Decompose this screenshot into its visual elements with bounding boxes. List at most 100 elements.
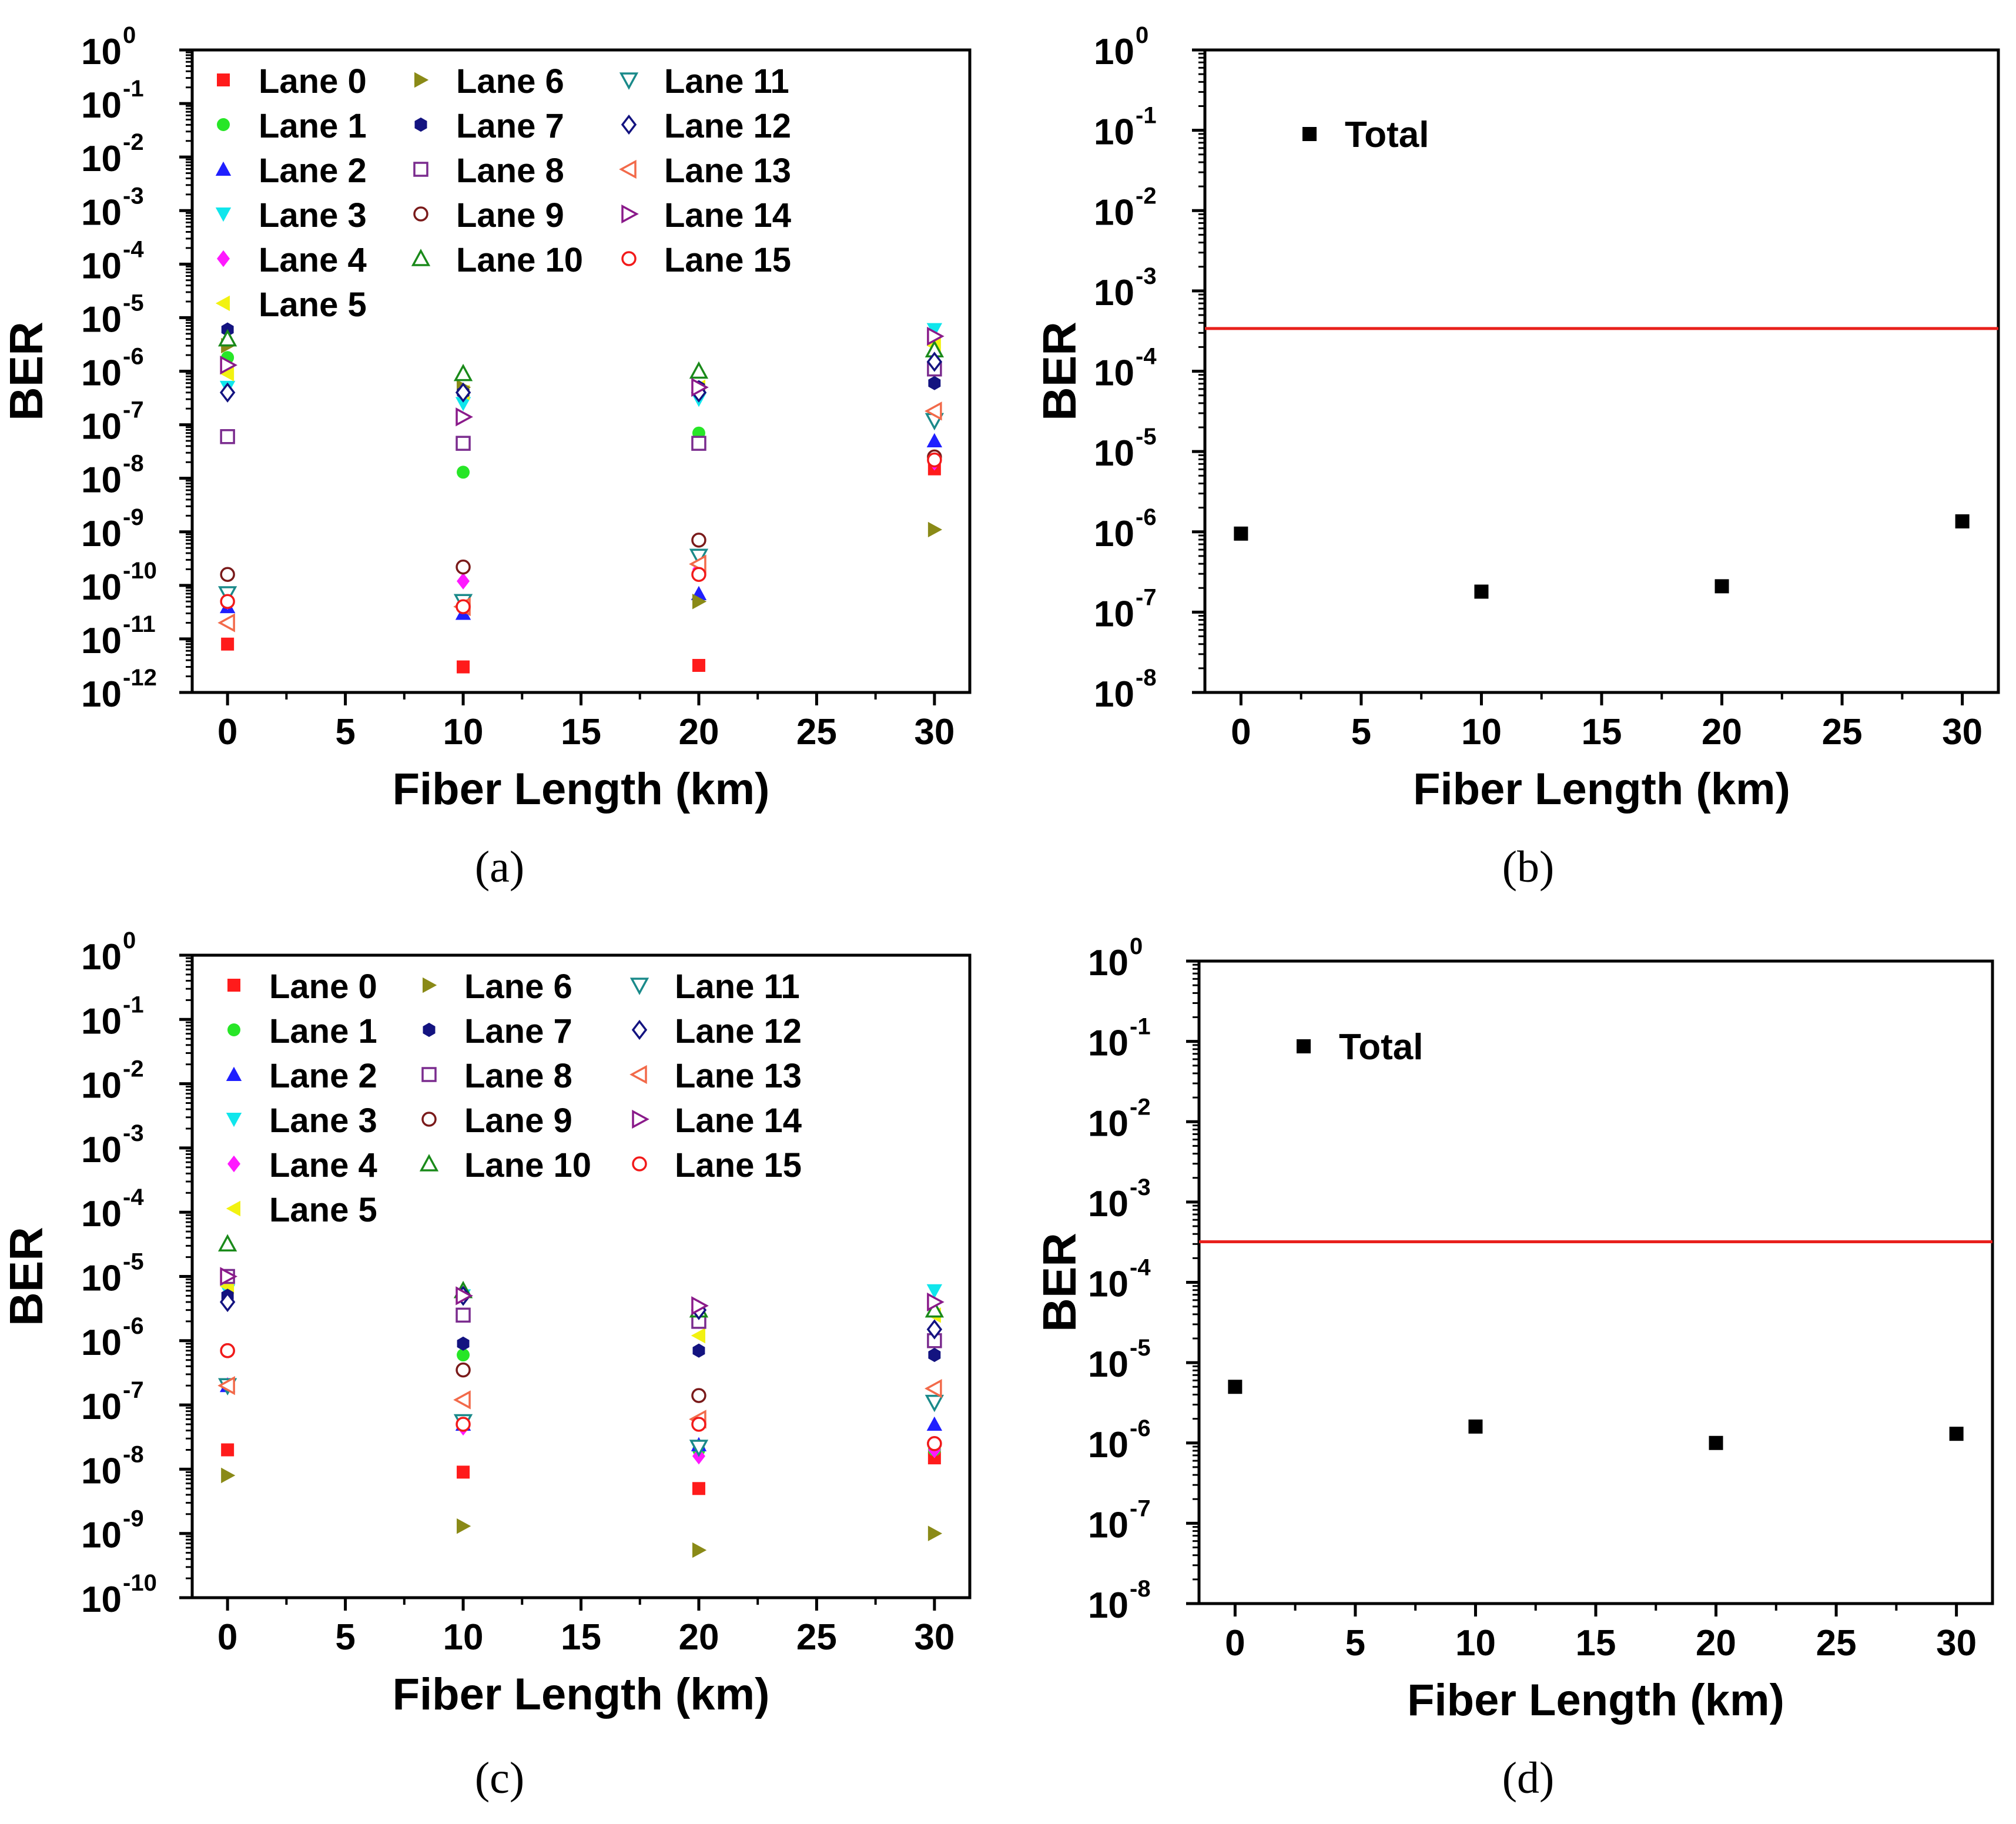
data-point bbox=[928, 1347, 941, 1363]
y-tick-label: 10 bbox=[81, 407, 122, 447]
x-tick-label: 30 bbox=[914, 712, 955, 752]
data-point bbox=[456, 1362, 471, 1378]
data-point bbox=[692, 1542, 707, 1558]
data-point bbox=[927, 1436, 942, 1451]
data-point bbox=[692, 658, 705, 672]
y-tick-label: 10 bbox=[1094, 32, 1134, 72]
y-tick-label: 10 bbox=[1088, 1344, 1128, 1385]
legend-label: Lane 0 bbox=[269, 968, 377, 1006]
chart-panel-d: 0 5 10 15 20 25 3010-810-710-610-510-410-310-2… bbox=[1033, 933, 1994, 1803]
y-tick-exponent: -6 bbox=[1130, 1415, 1151, 1441]
legend-item: Lane 9 bbox=[421, 1102, 572, 1140]
y-tick-exponent: -5 bbox=[123, 1249, 144, 1275]
legend-marker bbox=[632, 1109, 649, 1129]
y-tick-label: 10 bbox=[81, 514, 122, 554]
y-tick-label: 10 bbox=[1088, 1264, 1128, 1305]
y-tick-exponent: -7 bbox=[123, 397, 144, 423]
series-lane-0 bbox=[221, 462, 941, 674]
legend-item: Total bbox=[1297, 1027, 1424, 1067]
legend-item: Lane 6 bbox=[414, 62, 564, 101]
y-tick-label: 10 bbox=[1094, 353, 1134, 394]
data-point bbox=[692, 1482, 705, 1495]
data-point bbox=[457, 1348, 470, 1362]
y-tick-exponent: -7 bbox=[1130, 1495, 1151, 1521]
y-tick-label: 10 bbox=[1094, 514, 1134, 554]
legend-label: Lane 15 bbox=[675, 1146, 802, 1184]
legend-item: Lane 4 bbox=[217, 241, 367, 279]
legend-label: Lane 11 bbox=[664, 62, 789, 101]
panel-caption: (a) bbox=[475, 842, 524, 892]
y-tick-exponent: 0 bbox=[1130, 933, 1143, 959]
y-tick-exponent: -1 bbox=[1136, 103, 1157, 129]
data-point bbox=[1714, 579, 1729, 594]
legend-marker bbox=[411, 249, 431, 266]
legend-item: Lane 0 bbox=[227, 968, 377, 1006]
legend-item: Lane 6 bbox=[423, 968, 572, 1006]
legend-marker bbox=[227, 1023, 240, 1036]
series-lane-8 bbox=[220, 361, 942, 451]
data-point bbox=[1228, 1380, 1243, 1394]
data-point bbox=[689, 361, 709, 379]
data-point bbox=[1955, 514, 1970, 528]
legend-marker bbox=[619, 159, 637, 179]
y-tick-exponent: -4 bbox=[1130, 1255, 1151, 1281]
x-tick-label: 25 bbox=[796, 712, 837, 752]
legend-marker bbox=[215, 295, 230, 312]
data-point bbox=[456, 1417, 471, 1432]
series-lane-9 bbox=[220, 1343, 942, 1451]
series-lane-5 bbox=[219, 1279, 941, 1344]
y-tick-label: 10 bbox=[1088, 1505, 1128, 1545]
y-tick-label: 10 bbox=[1094, 594, 1134, 634]
legend-marker bbox=[621, 251, 637, 266]
legend-marker bbox=[632, 1156, 647, 1172]
legend-label: Lane 11 bbox=[675, 968, 800, 1006]
y-tick-label: 10 bbox=[81, 32, 122, 72]
series-lane-7 bbox=[221, 1288, 941, 1363]
y-tick-exponent: -1 bbox=[1130, 1014, 1151, 1040]
legend-marker bbox=[421, 1112, 437, 1127]
y-tick-label: 10 bbox=[81, 1194, 122, 1234]
y-tick-exponent: -7 bbox=[1136, 584, 1157, 610]
data-point bbox=[457, 660, 470, 674]
data-point bbox=[456, 559, 471, 575]
legend-label: Lane 0 bbox=[259, 62, 367, 101]
y-tick-exponent: -3 bbox=[123, 1120, 144, 1146]
legend-marker bbox=[621, 114, 637, 135]
y-tick-exponent: -7 bbox=[123, 1377, 144, 1403]
data-point bbox=[455, 382, 471, 403]
x-axis-title: Fiber Length (km) bbox=[393, 764, 770, 814]
data-point bbox=[1709, 1435, 1723, 1450]
y-tick-exponent: -2 bbox=[123, 129, 144, 155]
y-tick-exponent: -2 bbox=[1136, 183, 1157, 209]
legend-marker bbox=[215, 207, 232, 222]
data-point bbox=[457, 1336, 470, 1351]
legend-label: Lane 14 bbox=[675, 1102, 802, 1140]
data-point bbox=[220, 355, 237, 375]
legend-marker bbox=[226, 1066, 242, 1081]
data-point bbox=[221, 637, 235, 651]
y-tick-exponent: -4 bbox=[123, 236, 144, 262]
series-lane-6 bbox=[221, 337, 943, 610]
data-point bbox=[926, 352, 943, 372]
y-tick-label: 10 bbox=[81, 139, 122, 179]
data-point bbox=[927, 521, 943, 538]
data-point bbox=[220, 429, 235, 444]
series-total bbox=[1234, 514, 1970, 599]
y-tick-label: 10 bbox=[1088, 943, 1128, 983]
y-axis-title: BER bbox=[1033, 322, 1086, 421]
plot-frame bbox=[190, 48, 972, 694]
legend-marker bbox=[217, 73, 230, 86]
legend: Lane 0 Lane 1 Lane 2 Lane 3 Lane 4 Lane 5 Lane… bbox=[215, 62, 791, 324]
legend-marker bbox=[217, 118, 230, 131]
series-lane-9 bbox=[220, 449, 942, 582]
x-tick-label: 15 bbox=[561, 712, 601, 752]
y-tick-exponent: -3 bbox=[1136, 263, 1157, 289]
data-point bbox=[691, 436, 706, 451]
data-point bbox=[455, 397, 471, 411]
data-point bbox=[217, 329, 237, 347]
series-lane-13 bbox=[217, 401, 942, 632]
x-tick-label: 20 bbox=[1702, 712, 1742, 752]
